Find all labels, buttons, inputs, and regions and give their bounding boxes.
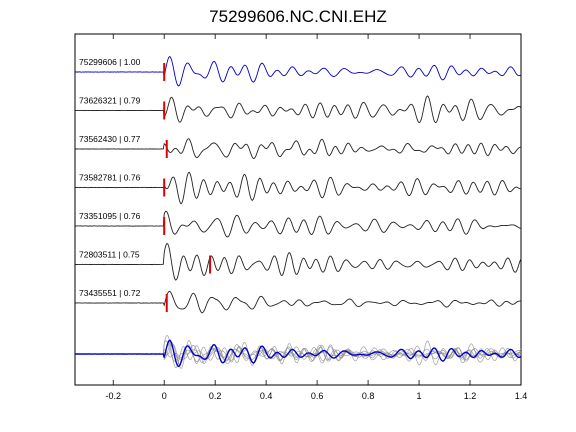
trace-line-73562430 [74,138,522,159]
x-tick-label: 0.6 [311,391,324,401]
trace-label-73626321: 73626321 | 0.79 [79,96,141,106]
trace-line-73626321 [74,95,522,124]
trace-line-73351095 [74,210,522,238]
stack-reference-trace [74,339,522,368]
x-tick-label: 1.2 [464,391,477,401]
trace-line-72803511 [74,242,522,281]
trace-line-73435551 [74,290,522,314]
x-tick-label: 1 [417,391,422,401]
trace-line-75299606 [74,56,522,87]
x-tick-label: 1.4 [515,391,528,401]
x-tick-label: 0 [162,391,167,401]
trace-label-73562430: 73562430 | 0.77 [79,134,141,144]
trace-label-75299606: 75299606 | 1.00 [79,57,141,67]
trace-line-73582781 [74,171,521,205]
x-tick-label: 0.2 [209,391,222,401]
trace-label-72803511: 72803511 | 0.75 [79,250,140,260]
trace-label-73582781: 73582781 | 0.76 [79,173,141,183]
trace-label-73351095: 73351095 | 0.76 [79,211,141,221]
x-tick-label: 0.4 [260,391,273,401]
chart-title: 75299606.NC.CNI.EHZ [209,7,387,26]
x-tick-label: 0.8 [362,391,375,401]
trace-label-73435551: 73435551 | 0.72 [79,288,141,298]
x-tick-label: -0.2 [105,391,121,401]
plot-frame [74,33,522,386]
stack-trace-73351095 [74,340,522,365]
